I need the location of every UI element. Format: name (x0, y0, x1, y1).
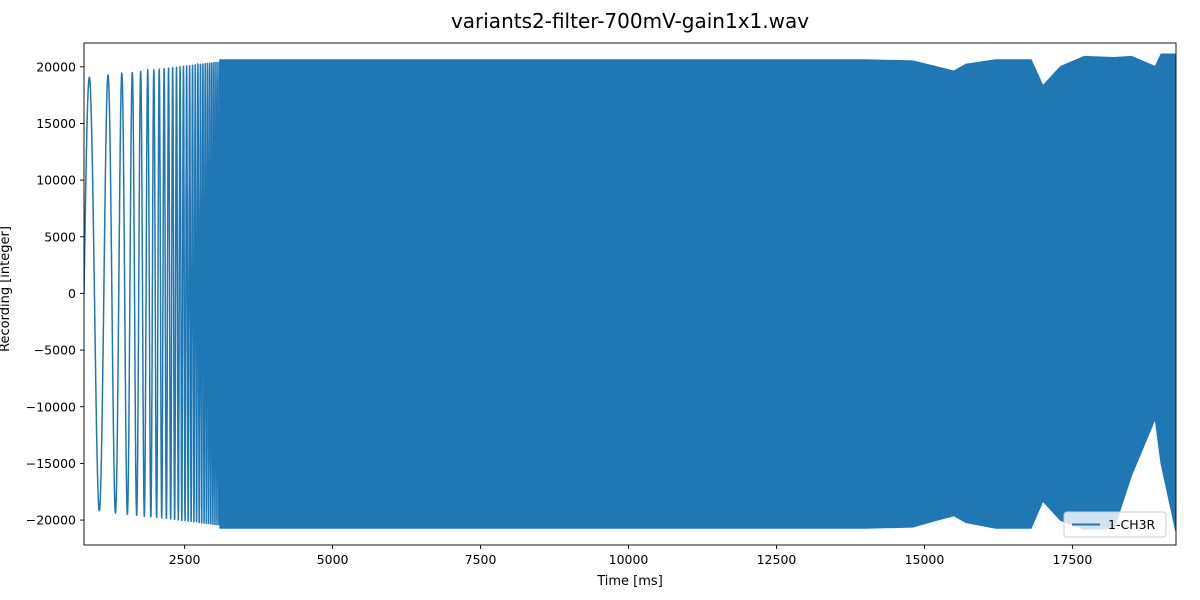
y-tick-label: 10000 (36, 173, 76, 188)
x-tick-label: 12500 (757, 552, 797, 567)
x-tick-label: 15000 (905, 552, 945, 567)
series-line-early-oscillation (84, 61, 221, 526)
y-tick-label: 0 (68, 286, 76, 301)
x-axis-label: Time [ms] (596, 574, 663, 589)
x-tick-label: 5000 (317, 552, 349, 567)
legend-label: 1-CH3R (1108, 517, 1156, 532)
y-tick-label: −10000 (26, 399, 76, 414)
y-tick-label: 5000 (44, 229, 76, 244)
y-tick-label: 20000 (36, 59, 76, 74)
x-axis: 2500 5000 7500 10000 12500 15000 17500 (169, 545, 1093, 567)
x-tick-label: 17500 (1053, 552, 1093, 567)
y-tick-label: −5000 (34, 343, 76, 358)
series-envelope (219, 53, 1176, 532)
x-tick-label: 2500 (169, 552, 201, 567)
y-axis-label: Recording [integer] (0, 226, 13, 352)
x-tick-label: 10000 (609, 552, 649, 567)
plot-area (84, 53, 1176, 532)
chart-title: variants2-filter-700mV-gain1x1.wav (451, 9, 809, 33)
y-axis: −20000 −15000 −10000 −5000 0 5000 10000 15000 20… (26, 59, 84, 528)
y-tick-label: −15000 (26, 456, 76, 471)
y-tick-label: −20000 (26, 513, 76, 528)
x-tick-label: 7500 (465, 552, 497, 567)
y-tick-label: 15000 (36, 116, 76, 131)
legend-box (1063, 511, 1167, 538)
plot-frame (83, 42, 1177, 546)
legend: 1-CH3R (1063, 511, 1167, 538)
